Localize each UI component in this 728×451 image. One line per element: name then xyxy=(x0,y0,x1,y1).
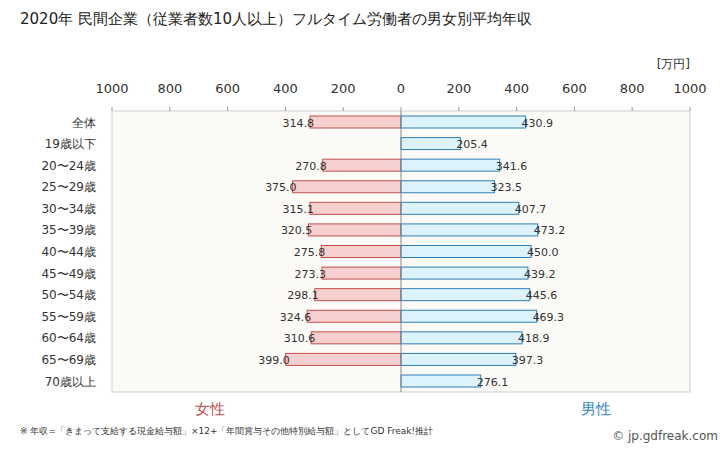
tick xyxy=(458,107,459,111)
tick xyxy=(401,107,402,111)
data-label: 375.0 xyxy=(265,181,297,194)
bar xyxy=(401,224,538,236)
bar xyxy=(310,116,401,128)
bar xyxy=(401,310,537,322)
category-label: 40〜44歳 xyxy=(41,245,96,259)
data-label: 275.8 xyxy=(294,246,326,259)
category-label: 19歳以下 xyxy=(45,137,96,151)
tick-label: 400 xyxy=(504,81,529,96)
tick xyxy=(632,107,633,111)
legend-entry: 男性 xyxy=(581,400,611,418)
title: 2020年 民間企業（従業者数10人以上）フルタイム労働者の男女別平均年収 xyxy=(20,10,532,28)
tick xyxy=(343,107,344,111)
tick xyxy=(690,107,691,111)
category-label: 70歳以上 xyxy=(45,375,96,389)
bar xyxy=(401,375,481,387)
tick-label: 600 xyxy=(215,81,240,96)
data-label: 314.8 xyxy=(283,117,315,130)
bar xyxy=(307,310,401,322)
bar xyxy=(401,246,531,258)
bar xyxy=(401,138,460,150)
data-label: 430.9 xyxy=(522,117,554,130)
bar xyxy=(323,159,401,171)
bar xyxy=(321,246,401,258)
tick-label: 0 xyxy=(397,81,405,96)
axis-label: [万円] xyxy=(657,57,690,71)
bar xyxy=(286,353,401,365)
bar xyxy=(401,181,494,193)
tick-label: 200 xyxy=(446,81,471,96)
tick-label: 600 xyxy=(562,81,587,96)
bar xyxy=(401,116,526,128)
chart: 2020年 民間企業（従業者数10人以上）フルタイム労働者の男女別平均年収 [万円… xyxy=(0,0,728,451)
data-label: 205.4 xyxy=(456,138,488,151)
bar xyxy=(401,202,519,214)
tick xyxy=(516,107,517,111)
bar xyxy=(308,224,401,236)
note: ※ 年収=「きまって支給する現金給与額」×12+「年間賞与その他特別給与額」とし… xyxy=(20,426,433,436)
data-label: 439.2 xyxy=(524,268,556,281)
data-label: 341.6 xyxy=(496,160,528,173)
legend-entry: 女性 xyxy=(195,400,225,418)
category-label: 60〜64歳 xyxy=(41,331,96,345)
bar xyxy=(310,202,401,214)
category-label: 65〜69歳 xyxy=(41,353,96,367)
data-label: 320.5 xyxy=(281,224,313,237)
bar xyxy=(293,181,401,193)
source: © jp.gdfreak.com xyxy=(612,429,718,443)
bar xyxy=(401,267,528,279)
tick-label: 800 xyxy=(157,81,182,96)
category-label: 25〜29歳 xyxy=(41,180,96,194)
data-label: 323.5 xyxy=(490,181,521,194)
bar xyxy=(315,289,401,301)
bar xyxy=(401,289,530,301)
category-label: 55〜59歳 xyxy=(41,310,96,324)
tick xyxy=(227,107,228,111)
center-axis xyxy=(401,111,402,392)
data-label: 450.0 xyxy=(527,246,559,259)
tick-label: 1000 xyxy=(673,81,706,96)
data-label: 310.6 xyxy=(284,332,316,345)
data-label: 270.8 xyxy=(295,160,327,173)
plot-frame xyxy=(112,111,690,392)
tick xyxy=(169,107,170,111)
bar xyxy=(401,353,516,365)
data-label: 399.0 xyxy=(258,354,290,367)
category-label: 45〜49歳 xyxy=(41,267,96,281)
category-label: 50〜54歳 xyxy=(41,288,96,302)
tick-label: 800 xyxy=(620,81,645,96)
bar xyxy=(311,332,401,344)
data-label: 298.1 xyxy=(287,289,319,302)
bars xyxy=(286,116,538,387)
category-label: 35〜39歳 xyxy=(41,223,96,237)
data-label: 418.9 xyxy=(518,332,550,345)
tick xyxy=(112,107,113,111)
bar xyxy=(401,159,500,171)
category-label: 20〜24歳 xyxy=(41,159,96,173)
data-label: 273.3 xyxy=(295,268,327,281)
data-label: 397.3 xyxy=(512,354,544,367)
tick-label: 1000 xyxy=(95,81,128,96)
data-label: 407.7 xyxy=(515,203,547,216)
data-label: 469.3 xyxy=(533,311,565,324)
bar xyxy=(322,267,401,279)
tick-label: 400 xyxy=(273,81,298,96)
category-label: 全体 xyxy=(72,116,96,130)
bar xyxy=(401,332,522,344)
data-label: 473.2 xyxy=(534,224,566,237)
data-label: 315.1 xyxy=(282,203,314,216)
tick-label: 200 xyxy=(331,81,356,96)
category-label: 30〜34歳 xyxy=(41,202,96,216)
tick xyxy=(574,107,575,111)
data-label: 276.1 xyxy=(477,376,509,389)
tick xyxy=(285,107,286,111)
data-label: 445.6 xyxy=(526,289,558,302)
data-label: 324.6 xyxy=(280,311,312,324)
